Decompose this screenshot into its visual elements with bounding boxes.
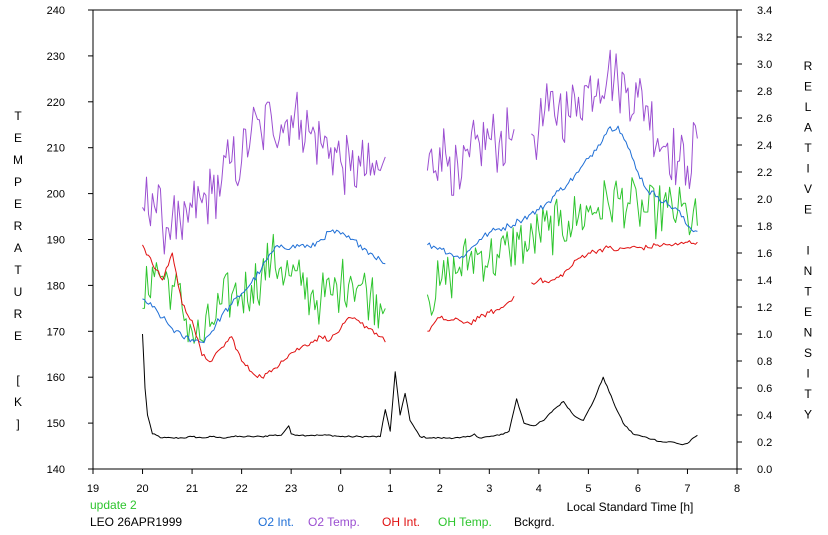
y-tick-label: 190 bbox=[47, 235, 65, 247]
y-axis-title-char: P bbox=[14, 175, 22, 189]
series-line-o2-temp bbox=[142, 49, 698, 255]
x-tick-label: 1 bbox=[387, 483, 393, 495]
series-line-o2-int bbox=[142, 125, 698, 344]
y-tick-label: 170 bbox=[47, 326, 65, 338]
y2-tick-label: 3.0 bbox=[757, 59, 772, 71]
y-axis-title-char: E bbox=[14, 329, 22, 343]
legend-item: O2 Temp. bbox=[308, 515, 360, 529]
x-tick-label: 19 bbox=[87, 483, 99, 495]
legend-item: Bckgrd. bbox=[514, 515, 555, 529]
y2-tick-label: 0.6 bbox=[757, 383, 772, 395]
y2-axis-title-char: A bbox=[804, 121, 812, 135]
y2-tick-label: 2.6 bbox=[757, 113, 772, 125]
y-axis-title-char: R bbox=[14, 307, 23, 321]
y-axis-title-char: T bbox=[14, 263, 22, 277]
legend-item: OH Temp. bbox=[438, 515, 492, 529]
y2-axis-title-char: I bbox=[806, 367, 809, 381]
y2-axis-title-char: Y bbox=[804, 408, 812, 422]
y2-axis-title-char: V bbox=[804, 182, 812, 196]
update-note: update 2 bbox=[90, 498, 137, 512]
y-axis-title-char: E bbox=[14, 197, 22, 211]
x-tick-label: 3 bbox=[486, 483, 492, 495]
series-line-oh-temp bbox=[142, 177, 698, 344]
y2-axis-title-char: I bbox=[806, 244, 809, 258]
y-axis-title-char: A bbox=[14, 241, 22, 255]
y2-axis-title-char: N bbox=[804, 264, 813, 278]
y2-axis-title-char: L bbox=[805, 100, 812, 114]
y-axis-title-char: T bbox=[14, 109, 22, 123]
y2-tick-label: 1.6 bbox=[757, 248, 772, 260]
y-axis-title-char: K bbox=[14, 395, 22, 409]
site-date-label: LEO 26APR1999 bbox=[90, 515, 182, 529]
y-tick-label: 210 bbox=[47, 143, 65, 155]
y2-axis-title-char: E bbox=[804, 203, 812, 217]
x-tick-label: 21 bbox=[186, 483, 198, 495]
y-tick-label: 140 bbox=[47, 464, 65, 476]
x-axis-ticks: 19 20 21 22 23 0 1 2 3 4 5 6 7 8 bbox=[87, 469, 740, 495]
x-tick-label: 7 bbox=[684, 483, 690, 495]
x-tick-label: 22 bbox=[235, 483, 247, 495]
y2-axis-title-char: I bbox=[806, 162, 809, 176]
y2-axis-title-char: T bbox=[804, 387, 812, 401]
y2-axis-title-char: R bbox=[804, 59, 813, 73]
y-axis-title-char: ] bbox=[16, 417, 19, 431]
y2-axis-title-char: S bbox=[804, 346, 812, 360]
y-axis-title-char: R bbox=[14, 219, 23, 233]
series-layer bbox=[142, 49, 698, 446]
y2-tick-label: 0.2 bbox=[757, 437, 772, 449]
y-tick-label: 160 bbox=[47, 372, 65, 384]
y-axis-title-char: E bbox=[14, 131, 22, 145]
y-axis-title-char: [ bbox=[16, 373, 20, 387]
y2-tick-label: 2.4 bbox=[757, 140, 772, 152]
y-tick-label: 220 bbox=[47, 97, 65, 109]
y-tick-label: 200 bbox=[47, 189, 65, 201]
x-tick-label: 8 bbox=[734, 483, 740, 495]
y2-tick-label: 1.8 bbox=[757, 221, 772, 233]
y2-tick-label: 3.4 bbox=[757, 5, 772, 17]
y2-tick-label: 1.0 bbox=[757, 329, 772, 341]
y-tick-label: 180 bbox=[47, 280, 65, 292]
y-tick-label: 240 bbox=[47, 5, 65, 17]
series-line-bckgrd bbox=[142, 333, 698, 446]
y2-tick-label: 2.8 bbox=[757, 86, 772, 98]
y2-tick-label: 2.0 bbox=[757, 194, 772, 206]
y2-tick-label: 1.4 bbox=[757, 275, 772, 287]
x-tick-label: 2 bbox=[437, 483, 443, 495]
y2-tick-label: 0.0 bbox=[757, 464, 772, 476]
legend-item: OH Int. bbox=[382, 515, 420, 529]
y2-tick-label: 2.2 bbox=[757, 167, 772, 179]
x-tick-label: 23 bbox=[285, 483, 297, 495]
series-line-oh-int bbox=[142, 240, 698, 379]
y-axis-title-char: M bbox=[13, 153, 23, 167]
y2-axis-title-char: E bbox=[804, 305, 812, 319]
x-tick-label: 20 bbox=[136, 483, 148, 495]
y2-tick-label: 0.8 bbox=[757, 356, 772, 368]
y-tick-label: 150 bbox=[47, 418, 65, 430]
x-tick-label: 0 bbox=[338, 483, 344, 495]
y2-axis-ticks: 0.0 0.2 0.4 0.6 0.8 1.0 1.2 1.4 1.6 1.8 2.0 2.2 2.4 2… bbox=[737, 5, 772, 476]
y-tick-label: 230 bbox=[47, 51, 65, 63]
x-tick-label: 6 bbox=[635, 483, 641, 495]
y2-tick-label: 1.2 bbox=[757, 302, 772, 314]
y2-tick-label: 3.2 bbox=[757, 32, 772, 44]
x-tick-label: 5 bbox=[585, 483, 591, 495]
y2-axis-title-char: E bbox=[804, 80, 812, 94]
legend: O2 Int. O2 Temp. OH Int. OH Temp. Bckgrd. bbox=[258, 515, 555, 529]
legend-item: O2 Int. bbox=[258, 515, 294, 529]
y2-axis-title-char: T bbox=[804, 285, 812, 299]
y-axis-ticks: 140 150 160 170 180 190 200 210 220 230 240 bbox=[47, 5, 93, 476]
y2-tick-label: 0.4 bbox=[757, 410, 772, 422]
x-tick-label: 4 bbox=[536, 483, 542, 495]
y2-axis-title-char: T bbox=[804, 141, 812, 155]
y-axis-title-char: U bbox=[14, 285, 23, 299]
y2-axis-title-char: N bbox=[804, 326, 813, 340]
x-axis-title: Local Standard Time [h] bbox=[567, 500, 694, 514]
